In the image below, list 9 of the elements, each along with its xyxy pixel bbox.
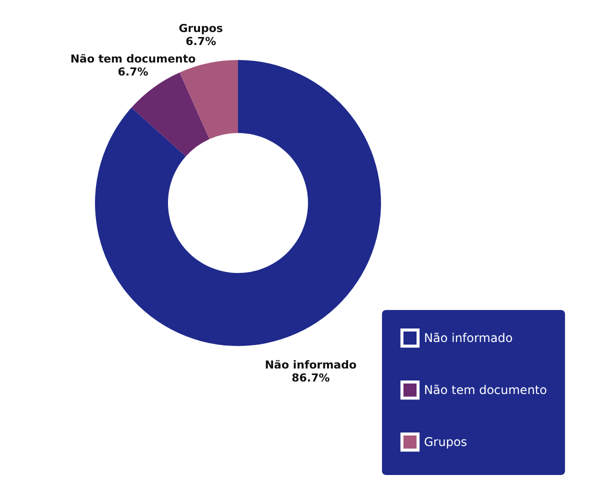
- slice-label: Não tem documento: [70, 52, 196, 66]
- slice-label: Grupos: [178, 22, 224, 35]
- legend-label: Não tem documento: [424, 383, 547, 397]
- legend-label: Não informado: [424, 331, 513, 345]
- data-label: 6.7%: [118, 65, 148, 78]
- slice-label: Não informado: [264, 358, 357, 372]
- data-label: 6.7%: [186, 34, 216, 48]
- data-label: 86.7%: [292, 371, 330, 384]
- legend-label: Grupos: [424, 435, 468, 449]
